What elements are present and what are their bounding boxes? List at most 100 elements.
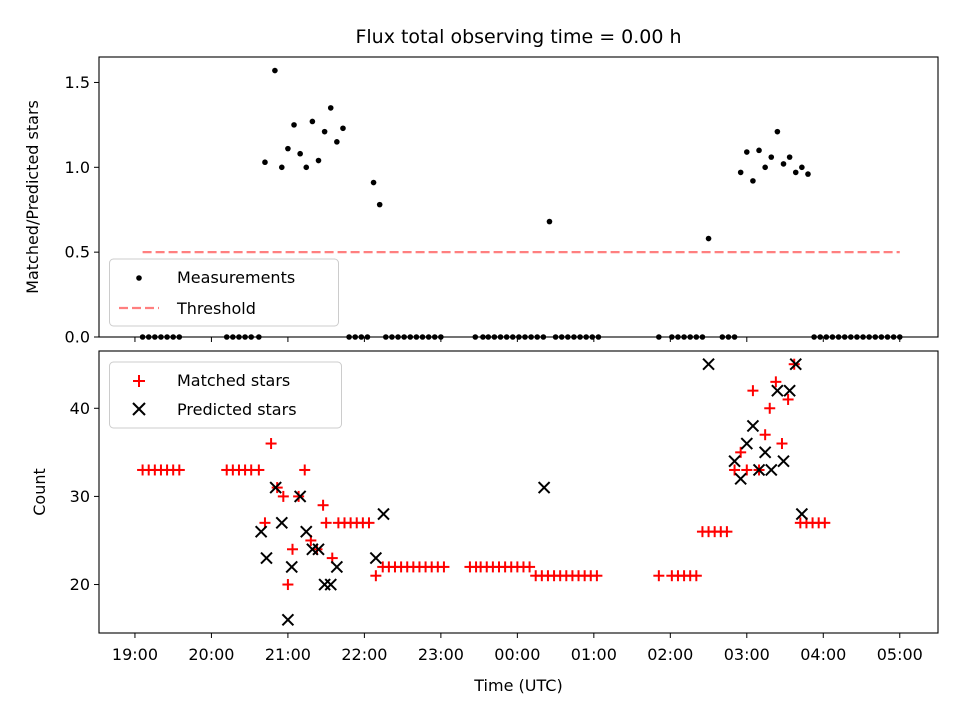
predicted-star-point — [740, 437, 754, 450]
matched-star-point — [363, 517, 375, 529]
top-ytick-label: 0.5 — [65, 243, 90, 262]
matched-star-point — [819, 517, 831, 529]
measurement-point — [750, 178, 756, 184]
matched-star-point — [271, 482, 283, 494]
matched-star-point — [173, 464, 185, 476]
matched-star-point — [735, 446, 747, 458]
matched-star-point — [690, 570, 702, 582]
bottom-xtick-label: 22:00 — [341, 645, 387, 664]
bottom-legend: Matched stars Predicted stars — [109, 361, 342, 429]
bottom-x-ticks: 19:00 20:00 21:00 22:00 23:00 00:00 01:00 02:00… — [112, 633, 923, 664]
measurement-point — [756, 147, 762, 154]
bottom-xtick-label: 20:00 — [188, 645, 234, 664]
predicted-star-point — [377, 507, 390, 521]
measurement-point — [743, 149, 750, 155]
top-y-ticks: 0.0 0.5 1.0 1.5 — [65, 73, 99, 347]
matched-star-point — [653, 570, 665, 582]
bottom-xtick-label: 02:00 — [647, 645, 693, 664]
bottom-ylabel: Count — [30, 468, 49, 516]
predicted-star-point — [281, 613, 295, 626]
matched-star-point — [286, 543, 298, 555]
legend-threshold-label: Threshold — [176, 299, 256, 318]
predicted-star-point — [312, 543, 325, 556]
matched-star-point — [764, 402, 776, 414]
measurement-point — [334, 139, 340, 145]
bottom-xlabel: Time (UTC) — [473, 676, 562, 695]
predicted-star-point — [300, 525, 313, 538]
bottom-legend-box — [109, 361, 342, 429]
legend-predicted-label: Predicted stars — [177, 400, 297, 419]
matched-star-point — [282, 579, 294, 591]
measurement-point — [376, 201, 383, 208]
legend-measurements-marker — [136, 275, 142, 281]
matched-star-point — [591, 570, 603, 582]
measurement-point — [262, 159, 268, 166]
predicted-star-point — [285, 560, 298, 574]
measurement-point — [737, 169, 744, 176]
legend-matched-marker — [133, 375, 145, 387]
predicted-star-point — [369, 551, 383, 565]
predicted-star-point — [330, 560, 344, 574]
legend-predicted-marker — [132, 402, 146, 416]
bottom-xtick-label: 21:00 — [265, 645, 311, 664]
matched-star-point — [759, 429, 771, 441]
measurement-point — [327, 105, 334, 111]
predicted-star-point — [795, 507, 809, 521]
measurement-point — [546, 218, 553, 225]
top-axes: 0.0 0.5 1.0 1.5 Matched/Predicted stars Mea… — [23, 56, 939, 347]
predicted-star-point — [771, 384, 784, 397]
measurement-point — [303, 164, 310, 171]
measurement-point — [315, 157, 322, 164]
bottom-axes: 20 30 40 19:00 20:00 21:00 22:00 23:00 00:00 01:… — [30, 350, 939, 695]
bottom-xtick-label: 05:00 — [877, 645, 923, 664]
measurement-point — [285, 145, 291, 152]
predicted-star-point — [746, 419, 760, 433]
matched-star-point — [741, 464, 753, 476]
measurement-point — [792, 169, 799, 176]
predicted-star-point — [783, 384, 796, 397]
measurement-point — [297, 150, 303, 157]
measurement-point — [705, 235, 712, 242]
matched-star-point — [729, 464, 741, 476]
predicted-star-point — [734, 472, 747, 485]
top-ytick-label: 1.5 — [65, 73, 90, 92]
matched-star-point — [293, 490, 305, 502]
matched-star-point — [317, 499, 329, 511]
bottom-xtick-label: 00:00 — [494, 645, 540, 664]
predicted-star-point — [537, 481, 551, 494]
matched-star-point — [320, 517, 332, 529]
top-ytick-label: 0.0 — [65, 328, 90, 347]
measurement-point — [780, 161, 787, 167]
legend-matched-label: Matched stars — [177, 371, 290, 390]
matched-star-point — [776, 438, 788, 450]
matched-star-point — [438, 561, 450, 573]
predicted-star-point — [728, 454, 741, 468]
matched-star-point — [277, 490, 289, 502]
predicted-star-point — [293, 490, 307, 503]
top-ytick-label: 1.0 — [65, 158, 90, 177]
matched-star-point — [782, 393, 794, 405]
bottom-y-ticks: 20 30 40 — [70, 399, 99, 594]
bottom-xtick-label: 04:00 — [800, 645, 846, 664]
predicted-star-point — [260, 551, 273, 565]
measurement-point — [278, 164, 285, 171]
predicted-star-point — [777, 454, 790, 468]
matched-star-point — [299, 464, 311, 476]
measurement-point — [774, 128, 781, 135]
bottom-xtick-label: 01:00 — [571, 645, 617, 664]
legend-measurements-label: Measurements — [177, 268, 295, 287]
predicted-star-point — [702, 358, 715, 371]
measurement-point — [768, 154, 775, 160]
bottom-xtick-label: 19:00 — [112, 645, 158, 664]
measurement-point — [370, 179, 377, 186]
bottom-xtick-label: 03:00 — [724, 645, 770, 664]
top-legend-box — [109, 258, 339, 327]
measurement-point — [321, 128, 328, 135]
chart-title: Flux total observing time = 0.00 h — [355, 26, 681, 48]
predicted-star-point — [758, 446, 772, 459]
predicted-star-point — [269, 481, 282, 494]
measurement-point — [805, 171, 811, 177]
top-ylabel: Matched/Predicted stars — [23, 100, 42, 294]
measurement-point — [309, 118, 316, 125]
